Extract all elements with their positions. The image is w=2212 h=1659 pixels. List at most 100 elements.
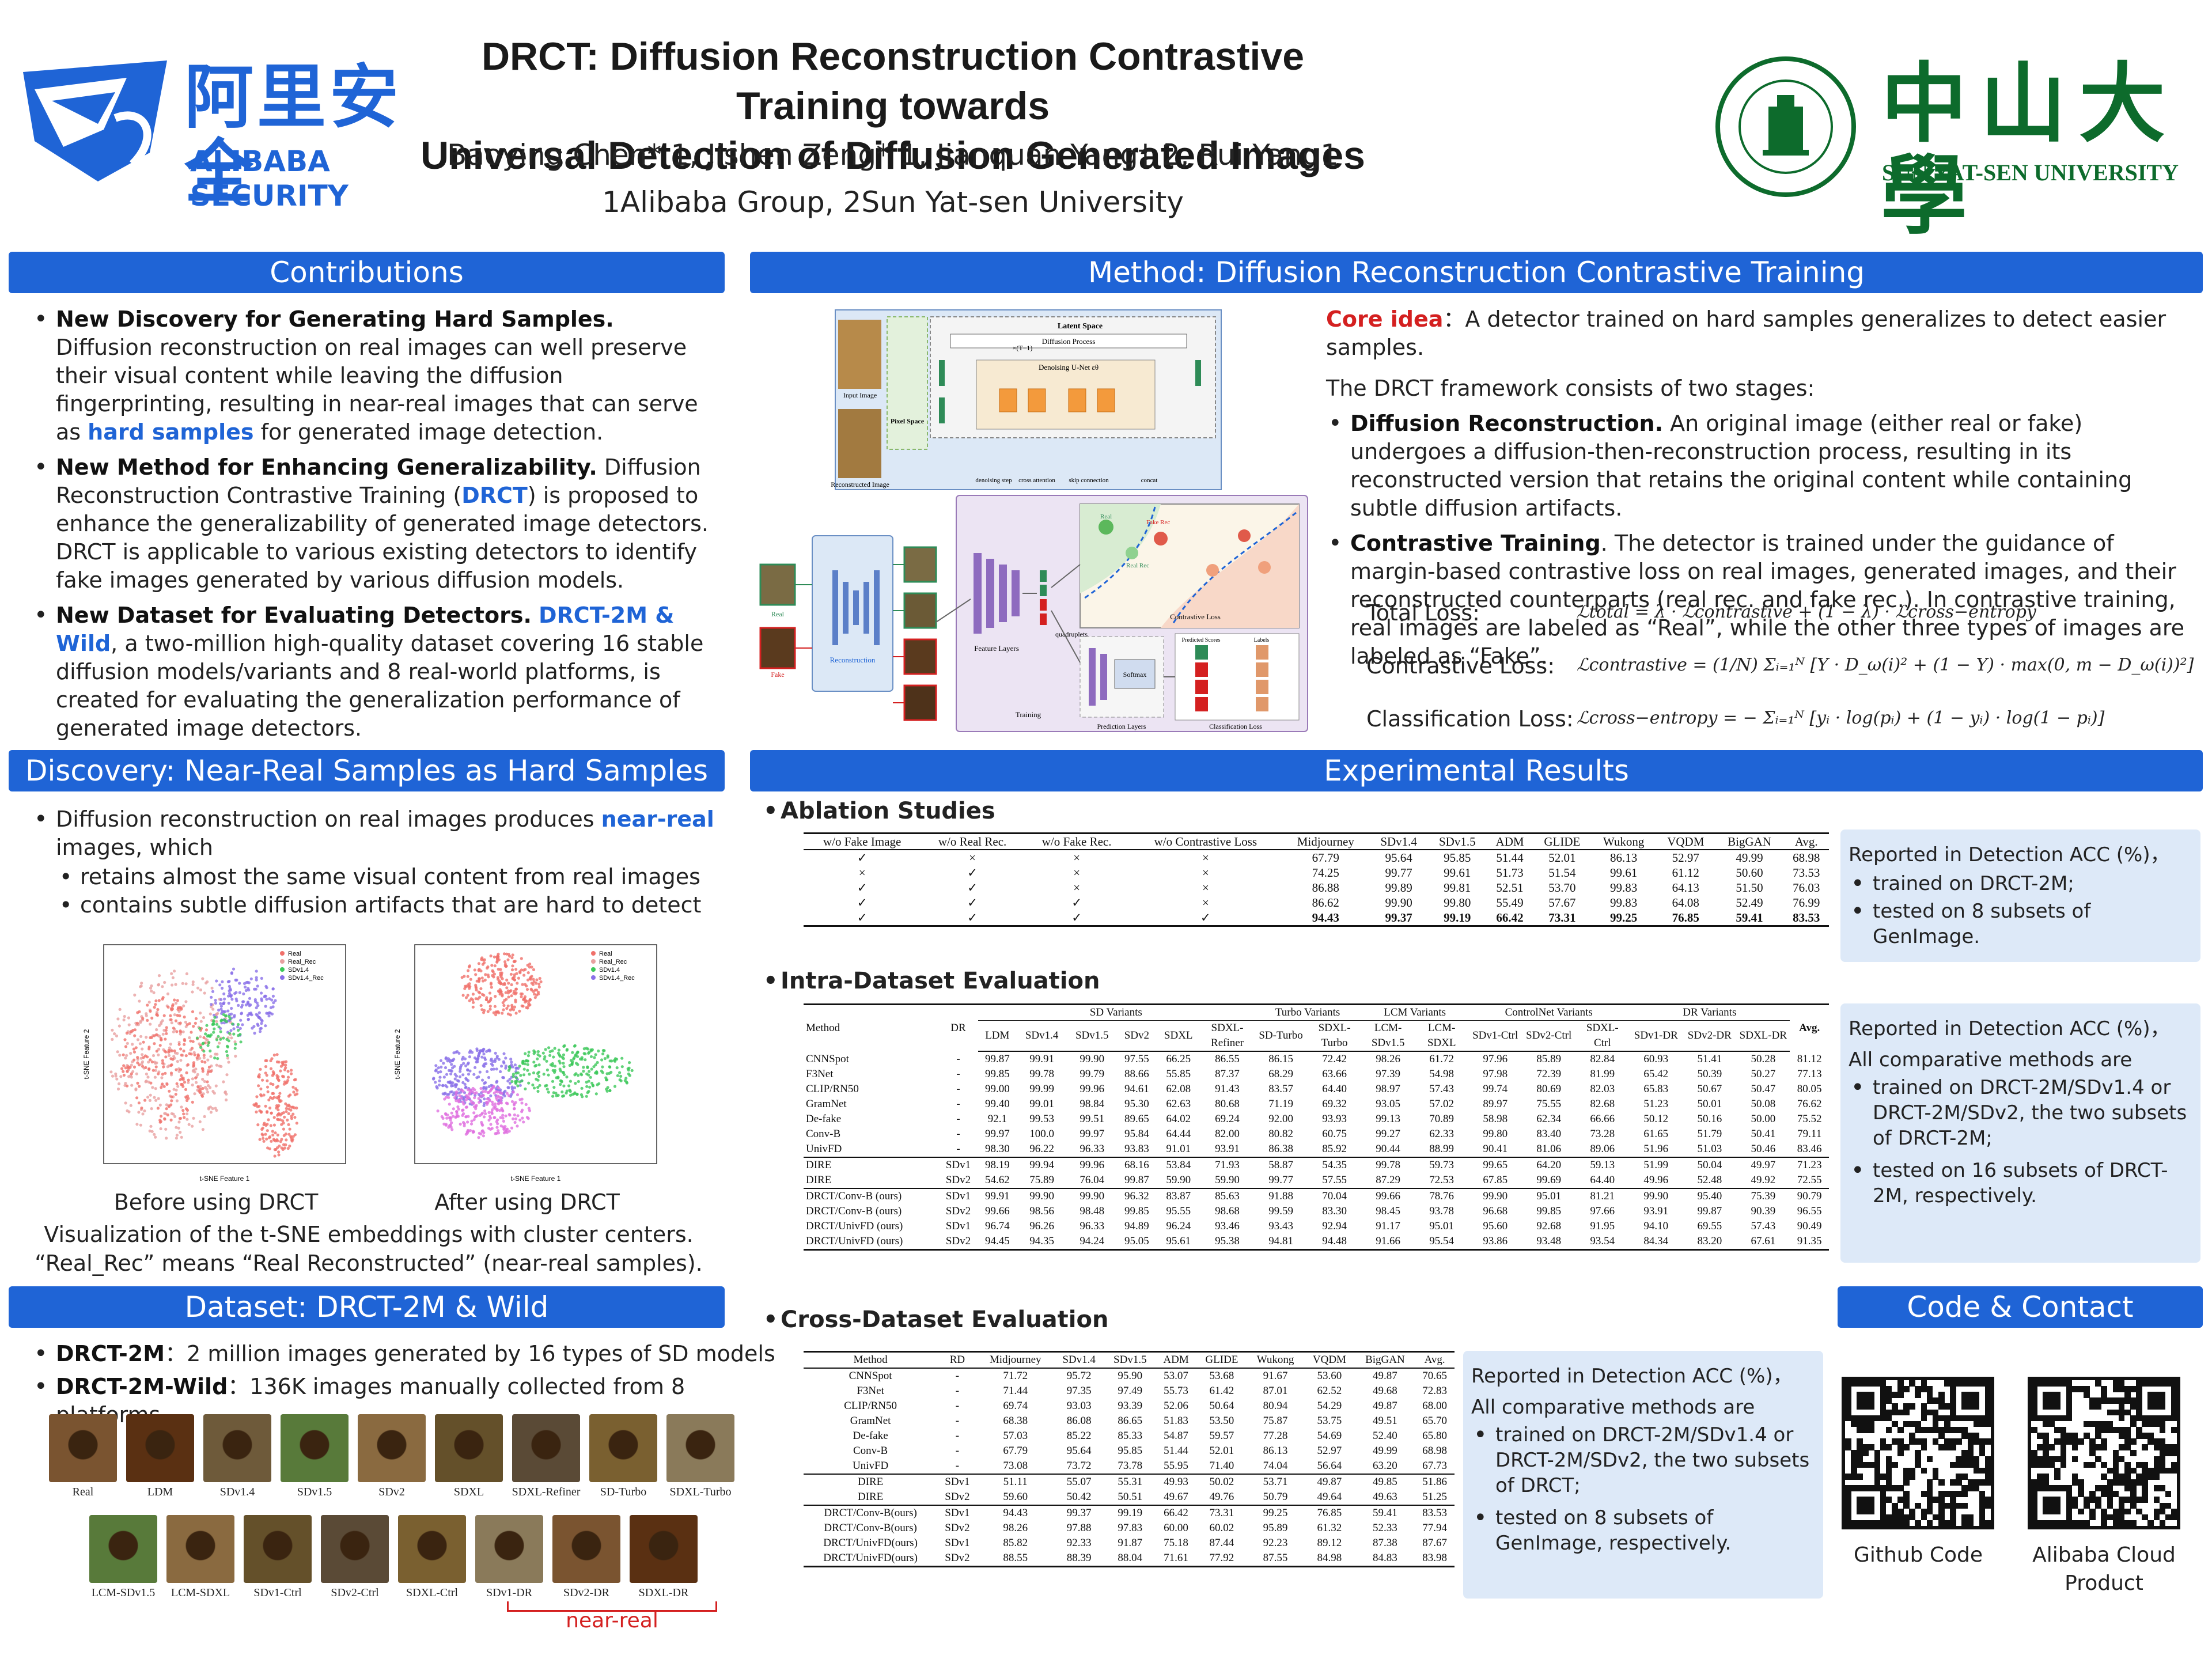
tsne-point: [460, 1058, 464, 1061]
tsne-point: [585, 1072, 589, 1075]
tsne-point: [271, 987, 275, 991]
tsne-point: [211, 1107, 214, 1111]
tsne-point: [448, 1116, 451, 1120]
qr-module: [2165, 1444, 2172, 1450]
tsne-point: [507, 1086, 510, 1089]
qr-module: [1903, 1491, 1910, 1497]
qr-module: [2107, 1514, 2113, 1521]
qr-module: [1915, 1392, 1922, 1398]
qr-module: [2165, 1467, 2172, 1474]
tsne-point: [191, 983, 195, 986]
tsne-point: [508, 1077, 512, 1081]
tsne-point: [226, 1009, 230, 1013]
table-cell: 99.94: [1017, 1157, 1067, 1173]
table-header-cell: SDv1-Ctrl: [1468, 1020, 1522, 1052]
thumbnail-label: SDv1.4: [219, 1486, 255, 1498]
table-cell: DIRE: [804, 1474, 938, 1490]
table-row: Conv-B -99.97 100.0 99.97 95.84 64.44 82.00 80.…: [804, 1127, 1829, 1142]
tsne-point: [222, 1002, 225, 1006]
tsne-point: [457, 1099, 460, 1103]
table-cell: 82.03: [1590, 1083, 1615, 1095]
qr-module: [1903, 1409, 1910, 1416]
table-cell: 96.24: [1166, 1220, 1191, 1232]
qr-module: [1926, 1485, 1933, 1491]
tsne-point: [505, 978, 509, 982]
tsne-point: [225, 1073, 229, 1077]
table-cell: 67.79: [1312, 851, 1339, 865]
qr-module: [2031, 1403, 2037, 1410]
table-row: DIRE SDv2 59.60 50.42 50.51 49.67 49.76 50.79 49…: [804, 1490, 1455, 1505]
qr-module: [1938, 1403, 1945, 1410]
qr-module: [2147, 1392, 2154, 1398]
alibaba-qr-code[interactable]: [2028, 1377, 2180, 1529]
table-cell: 91.87: [1118, 1537, 1143, 1549]
tsne-point: [450, 1111, 453, 1115]
qr-module: [1944, 1421, 1950, 1427]
table-cell: 73.31: [1533, 910, 1592, 927]
tsne-point: [265, 998, 268, 1001]
qr-module: [2101, 1421, 2108, 1427]
table-cell: 68.00: [1422, 1400, 1447, 1412]
qr-module: [1891, 1421, 1898, 1427]
tsne-point: [266, 1085, 270, 1089]
qr-module: [2048, 1485, 2055, 1491]
qr-module: [2112, 1380, 2119, 1387]
tsne-point: [275, 1053, 279, 1056]
tsne-point: [179, 1059, 183, 1062]
table-cell: 95.01: [1429, 1220, 1455, 1232]
tsne-point: [522, 1067, 526, 1071]
tsne-point: [541, 1051, 545, 1055]
github-qr-code[interactable]: [1842, 1377, 1994, 1529]
qr-module: [2054, 1497, 2061, 1503]
qr-module: [1956, 1380, 1962, 1387]
tsne-point: [499, 982, 503, 985]
qr-module: [1961, 1461, 1968, 1468]
tsne-point: [545, 1084, 548, 1087]
tsne-point: [184, 982, 188, 986]
tsne-point: [525, 1116, 529, 1119]
tsne-point: [586, 1066, 589, 1069]
qr-module: [1868, 1426, 1875, 1433]
tsne-point: [592, 1065, 596, 1069]
tsne-point: [469, 1122, 474, 1126]
qr-module: [2077, 1386, 2084, 1392]
tsne-point: [176, 1006, 180, 1010]
tsne-point: [505, 1007, 509, 1010]
tsne-point: [177, 1126, 180, 1130]
qr-module: [1944, 1502, 1950, 1509]
tsne-point: [267, 1098, 271, 1102]
qr-module: [2043, 1415, 2049, 1422]
tsne-point: [490, 1067, 493, 1071]
tsne-point: [179, 1031, 183, 1034]
qr-module: [1932, 1514, 1939, 1521]
tsne-point: [216, 1012, 219, 1015]
tsne-point: [600, 1069, 603, 1073]
table-cell: 99.80: [1483, 1128, 1508, 1140]
tsne-point: [259, 1111, 263, 1114]
diagram-diffusion-process: Diffusion Process: [1042, 337, 1096, 346]
qr-module: [2066, 1508, 2073, 1515]
qr-module: [1973, 1467, 1980, 1474]
qr-module: [1921, 1438, 1927, 1445]
tsne-point: [238, 991, 241, 994]
qr-module: [2077, 1479, 2084, 1486]
qr-module: [1891, 1461, 1898, 1468]
table-cell: ✓: [1024, 910, 1130, 927]
qr-module: [2159, 1415, 2166, 1422]
intra-table: Method DR SD Variants Turbo Variants LCM Var…: [804, 1003, 1829, 1251]
qr-module: [2095, 1444, 2101, 1450]
table-cell: 97.83: [1118, 1522, 1143, 1534]
tsne-point: [522, 1059, 525, 1063]
contributions-list: New Discovery for Generating Hard Sample…: [32, 305, 717, 743]
tsne-point: [488, 1098, 491, 1101]
tsne-point: [144, 1066, 147, 1069]
qr-module: [2043, 1392, 2049, 1398]
tsne-point: [153, 1006, 156, 1009]
tsne-point: [222, 992, 226, 995]
tsne-point: [288, 1127, 291, 1131]
qr-module: [1845, 1514, 1851, 1521]
tsne-point: [496, 978, 500, 981]
tsne-point: [149, 1124, 153, 1128]
method-text: Core idea：A detector trained on hard sam…: [1326, 305, 2202, 677]
qr-module: [2043, 1450, 2049, 1457]
